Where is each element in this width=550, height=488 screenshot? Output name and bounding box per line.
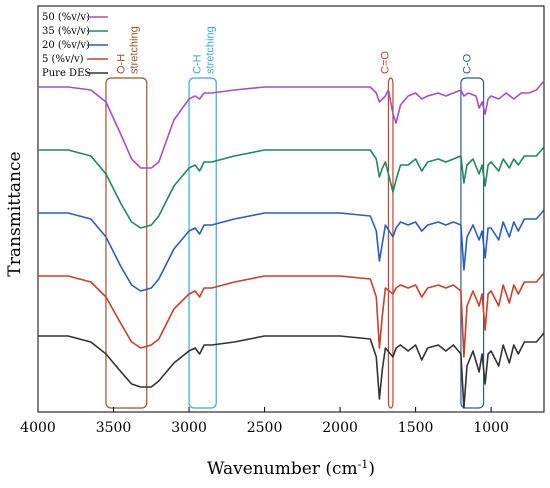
x-axis-title-sup: -1 (358, 458, 369, 471)
band-annotations: O-H stretching C-H stretching C=O C-O (105, 26, 485, 409)
x-tick-label-3: 2500 (247, 420, 283, 436)
band-box-1 (188, 77, 217, 409)
legend-label-1: 35 (%v/v) (42, 26, 90, 37)
x-tick-label-1: 3500 (96, 420, 132, 436)
x-tick-label-0: 4000 (20, 420, 56, 436)
x-axis-title-end: ) (368, 459, 375, 479)
legend-label-2: 20 (%v/v) (42, 40, 90, 51)
band-box-3 (460, 77, 485, 409)
series-line-3 (38, 272, 545, 358)
plot-frame (37, 5, 545, 413)
y-axis-title: Transmittance (5, 151, 25, 276)
series-line-1 (38, 146, 545, 229)
x-tick-label-6: 1000 (473, 420, 509, 436)
x-axis-title-main: Wavenumber (cm (207, 459, 358, 479)
series-line-0 (38, 80, 545, 169)
band-label-3: C-O (461, 53, 473, 74)
x-tick-label-2: 3000 (171, 420, 207, 436)
band-label-sub-1: stretching (205, 26, 217, 74)
legend: 50 (%v/v) 35 (%v/v) 20 (%v/v) 5 (%v/v) Pure … (42, 12, 108, 79)
x-tick-label-4: 2000 (322, 420, 358, 436)
band-label-sub-0: stretching (128, 26, 140, 74)
series-line-2 (38, 209, 545, 292)
series-line-4 (38, 332, 545, 409)
legend-label-4: Pure DES (42, 68, 91, 79)
band-label-1: C-H (192, 54, 204, 74)
x-axis-ticks: 4000 3500 3000 2500 2000 1500 1000 (20, 407, 509, 436)
legend-label-0: 50 (%v/v) (42, 12, 90, 23)
x-tick-label-5: 1500 (398, 420, 434, 436)
series-lines (38, 80, 545, 409)
band-label-0: O-H (115, 54, 127, 74)
band-label-2: C=O (380, 51, 392, 74)
x-axis-title: Wavenumber (cm-1) (207, 458, 375, 479)
legend-label-3: 5 (%v/v) (42, 54, 84, 65)
band-box-2 (387, 77, 394, 409)
band-box-0 (105, 77, 148, 409)
